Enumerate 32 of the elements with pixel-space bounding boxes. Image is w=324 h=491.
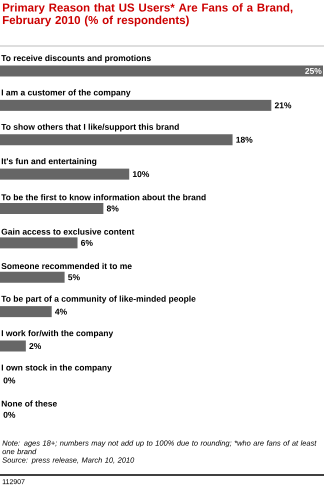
data-label: 6% [81,240,93,246]
bar [0,100,272,111]
data-label: 21% [274,102,292,108]
data-label: 8% [106,206,119,212]
y-tick-label: To receive discounts and promotions [1,54,151,63]
bar [0,272,65,283]
data-label: 10% [132,171,150,178]
data-label: 0% [4,412,16,418]
bar [0,306,52,318]
y-tick-label: To be the first to know information about the brand [1,194,206,200]
y-tick-label: Someone recommended it to me [1,262,132,270]
y-tick-label: None of these [2,400,57,407]
y-tick-label: It's fun and entertaining [2,158,96,166]
data-label: 2% [29,343,42,350]
data-label: 25% [305,68,322,74]
data-label: 0% [4,377,16,384]
y-tick-label: Gain access to exclusive content [2,228,134,235]
bar [0,65,324,76]
data-label: 4% [55,308,67,315]
chart-title: Primary Reason that US Users* Are Fans of a Brand, February 2010 (% of respondents) [2,3,292,26]
data-label: 5% [68,274,80,280]
bar [0,237,78,248]
bar [0,203,104,214]
y-tick-label: I am a customer of the company [2,89,131,98]
y-tick-label: I work for/with the company [2,330,114,338]
y-tick-label: To show others that I like/support this brand [1,124,179,132]
bar [0,168,130,180]
bar [0,340,26,352]
data-label: 18% [236,136,252,143]
y-tick-label: I own stock in the company [2,364,112,372]
y-tick-label: To be part of a community of like-minded people [1,296,196,304]
bar [0,134,233,146]
